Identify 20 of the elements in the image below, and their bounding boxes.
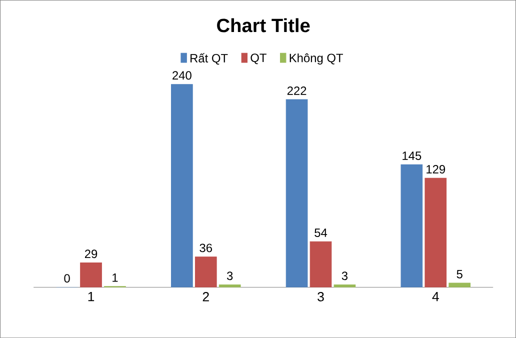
x-tick-label: 2 — [202, 292, 209, 302]
x-tick-label: 4 — [432, 292, 439, 302]
data-label: 129 — [426, 164, 446, 174]
data-label: 1 — [112, 273, 118, 282]
data-label: 29 — [84, 250, 98, 258]
legend-label: Rất QT — [190, 53, 228, 65]
x-tick-label: 1 — [88, 292, 94, 302]
x-tick-label: 3 — [318, 292, 324, 302]
data-label: 54 — [314, 228, 328, 237]
chart-title: Chart Title — [217, 18, 310, 32]
data-label: 36 — [200, 244, 212, 252]
data-label: 145 — [402, 152, 422, 160]
data-label: 5 — [456, 270, 462, 278]
data-label: 3 — [342, 272, 348, 280]
data-label: 3 — [226, 272, 233, 280]
legend-label: Không QT — [290, 53, 343, 65]
data-label: 240 — [172, 71, 192, 80]
data-label: 222 — [287, 86, 306, 95]
legend-label: QT — [250, 54, 266, 64]
data-label: 0 — [64, 274, 70, 283]
